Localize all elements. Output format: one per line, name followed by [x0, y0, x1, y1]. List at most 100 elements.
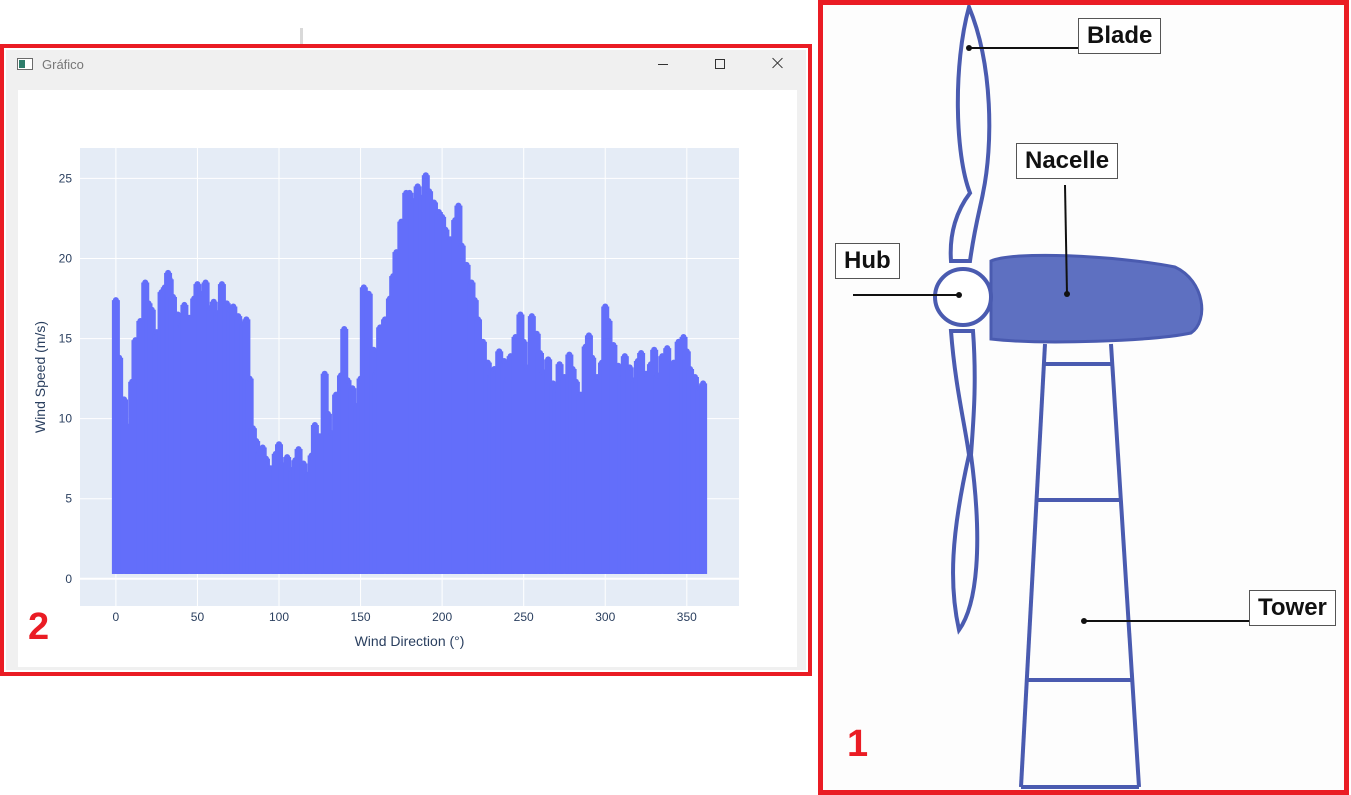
maximize-button[interactable] — [700, 50, 740, 78]
data-point — [406, 189, 413, 196]
data-point — [365, 290, 372, 297]
data-point — [475, 316, 482, 323]
data-point-column — [446, 239, 455, 574]
data-point — [520, 338, 527, 345]
data-point — [324, 410, 331, 417]
data-point — [116, 354, 123, 361]
data-point-column — [511, 336, 520, 574]
data-point — [349, 385, 356, 392]
data-point-column — [506, 356, 515, 574]
data-point — [253, 438, 260, 445]
data-point — [687, 365, 694, 372]
data-point — [638, 349, 645, 356]
window-titlebar[interactable]: Gráfico — [6, 50, 806, 82]
data-point-column — [196, 293, 205, 574]
data-point-column — [213, 312, 222, 574]
data-point-column — [686, 368, 695, 574]
scatter-chart[interactable]: 0 50 100 150 200 250 300 350 0 5 10 15 20 25 Wind Dire… — [18, 90, 797, 667]
data-point-column — [620, 356, 629, 574]
data-point — [174, 311, 181, 318]
data-point-column — [429, 202, 438, 574]
data-point-column — [348, 388, 357, 574]
data-point — [169, 293, 176, 300]
data-point — [463, 261, 470, 268]
data-point-column — [168, 296, 177, 574]
data-point-column — [462, 264, 471, 574]
data-point-column — [397, 221, 406, 574]
data-point — [683, 348, 690, 355]
data-point-column — [555, 364, 564, 574]
data-point — [435, 209, 442, 216]
data-point — [566, 351, 573, 358]
data-point — [700, 380, 707, 387]
turbine-tower — [1019, 343, 1141, 789]
x-tick-label: 300 — [595, 610, 615, 624]
data-point — [442, 226, 449, 233]
data-point-column — [478, 341, 487, 574]
data-point-column — [376, 327, 385, 574]
data-point-column — [315, 436, 324, 574]
data-point-column — [234, 316, 243, 574]
data-point — [680, 333, 687, 340]
data-point-column — [637, 352, 646, 574]
data-point — [550, 380, 557, 387]
data-point-column — [299, 463, 308, 574]
data-point-column — [642, 373, 651, 574]
data-point — [145, 300, 152, 307]
plot-area[interactable]: 0 50 100 150 200 250 300 350 0 5 10 15 20 25 Wind Dire… — [18, 90, 797, 667]
data-point-column — [152, 332, 161, 574]
data-point — [533, 330, 540, 337]
data-point-column — [131, 340, 140, 574]
data-point — [422, 172, 429, 179]
x-tick-label: 150 — [351, 610, 371, 624]
data-point-column — [560, 377, 569, 574]
data-point — [496, 348, 503, 355]
data-point — [166, 276, 173, 283]
scatter-series — [111, 172, 708, 574]
lower-blade — [948, 329, 980, 635]
data-point — [235, 313, 242, 320]
data-point — [202, 279, 209, 286]
x-tick-label: 100 — [269, 610, 289, 624]
y-tick-label: 0 — [65, 572, 72, 586]
minimize-button[interactable] — [642, 50, 682, 78]
data-point — [556, 361, 563, 368]
x-tick-label: 200 — [432, 610, 452, 624]
data-point-column — [474, 319, 483, 574]
data-point — [484, 359, 491, 366]
data-point — [276, 441, 283, 448]
data-point-column — [343, 380, 352, 574]
data-point-column — [653, 375, 662, 574]
data-point-column — [527, 316, 536, 574]
data-point-column — [593, 377, 602, 574]
data-point-column — [327, 433, 336, 574]
data-point-column — [425, 191, 434, 574]
data-point-column — [669, 362, 678, 574]
data-point-column — [495, 351, 504, 574]
data-point-column — [217, 284, 226, 574]
panel-2-plot-window-frame: Gráfico 0 50 100 150 200 250 300 350 0 5 10 15 20 25 W… — [0, 44, 812, 676]
data-point — [311, 422, 318, 429]
data-point-column — [392, 252, 401, 574]
x-tick-label: 350 — [677, 610, 697, 624]
label-tower: Tower — [1249, 590, 1336, 626]
data-point-column — [115, 357, 124, 574]
data-point-column — [576, 394, 585, 574]
data-point-column — [201, 282, 210, 574]
data-point-column — [544, 359, 553, 574]
data-point-column — [147, 309, 156, 574]
data-point-column — [294, 449, 303, 574]
window-title: Gráfico — [42, 57, 84, 72]
data-point-column — [408, 200, 417, 574]
nacelle-body — [989, 253, 1204, 344]
panel-number: 2 — [28, 606, 50, 648]
data-point — [621, 353, 628, 360]
data-point — [615, 362, 622, 369]
data-point — [262, 455, 269, 462]
plot-window: Gráfico 0 50 100 150 200 250 300 350 0 5 10 15 20 25 W… — [6, 50, 806, 670]
close-button[interactable] — [758, 50, 798, 78]
data-point — [545, 356, 552, 363]
data-point — [295, 446, 302, 453]
stray-tick-mark — [300, 28, 303, 48]
data-point-column — [658, 356, 667, 574]
